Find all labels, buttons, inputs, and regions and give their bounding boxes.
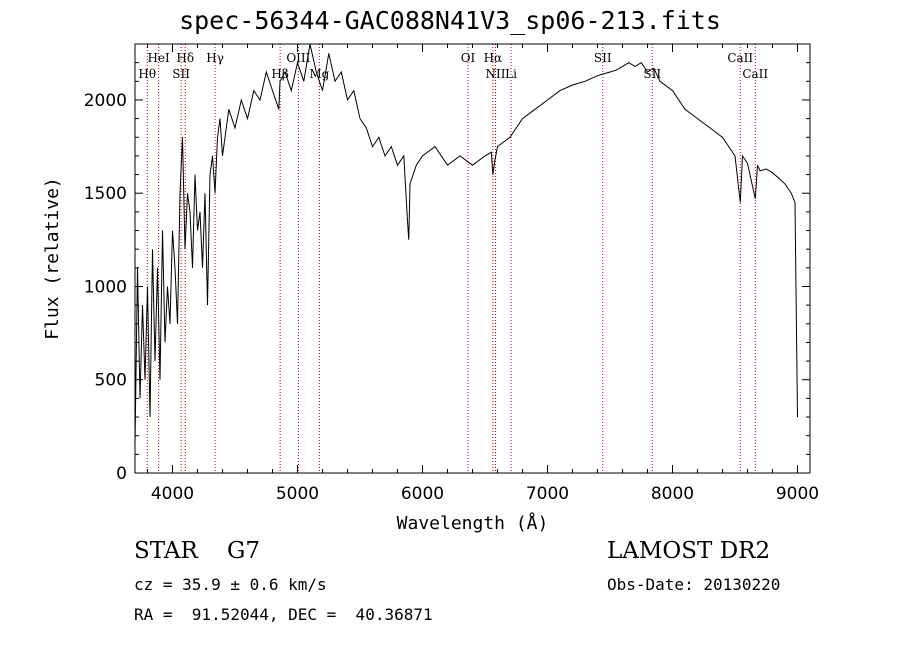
line-label: Hθ xyxy=(138,67,156,81)
line-label: HeI xyxy=(147,51,170,65)
survey-name: LAMOST DR2 xyxy=(607,538,771,564)
object-class: STAR G7 xyxy=(134,538,261,564)
y-tick-label: 1000 xyxy=(84,277,127,297)
y-tick-label: 2000 xyxy=(84,91,127,111)
line-labels: HeIHθHδSIIHγHβOIIIMgOINIIHαLiSIISIICaIIC… xyxy=(138,51,768,81)
line-label: SII xyxy=(172,67,190,81)
line-label: Hβ xyxy=(271,67,288,81)
x-tick-label: 6000 xyxy=(401,484,444,504)
x-axis-label: Wavelength (Å) xyxy=(397,512,549,534)
plot-frame xyxy=(134,43,811,474)
x-tick-label: 5000 xyxy=(276,484,319,504)
x-tick-label: 4000 xyxy=(151,484,194,504)
x-tick-label: 7000 xyxy=(526,484,569,504)
y-tick-label: 1500 xyxy=(84,184,127,204)
chart-title: spec-56344-GAC088N41V3_sp06-213.fits xyxy=(179,6,721,35)
coordinates-text: RA = 91.52044, DEC = 40.36871 xyxy=(134,605,433,624)
y-tick-label: 0 xyxy=(116,464,127,484)
line-label: Hδ xyxy=(176,51,194,65)
y-axis-label: Flux (relative) xyxy=(42,177,63,340)
line-label: SII xyxy=(643,67,661,81)
line-label: OI xyxy=(461,51,476,65)
axes: 4000 5000 6000 7000 8000 9000 0 500 1000 1500 2000… xyxy=(42,43,819,534)
x-tick-label: 8000 xyxy=(651,484,694,504)
x-tick-label: 9000 xyxy=(776,484,819,504)
line-label: NII xyxy=(486,67,506,81)
line-label: Hα xyxy=(484,51,503,65)
line-label: CaII xyxy=(742,67,768,81)
line-label: Li xyxy=(505,67,517,81)
line-label: OIII xyxy=(286,51,310,65)
obs-date: Obs-Date: 20130220 xyxy=(607,575,781,594)
line-label: Hγ xyxy=(206,51,224,65)
redshift-text: cz = 35.9 ± 0.6 km/s xyxy=(134,575,327,594)
emission-line-markers xyxy=(146,44,756,473)
line-label: SII xyxy=(594,51,612,65)
y-tick-label: 500 xyxy=(95,371,127,391)
spectrum-line xyxy=(134,43,798,446)
spectrum-series xyxy=(134,43,798,446)
line-label: CaII xyxy=(727,51,753,65)
